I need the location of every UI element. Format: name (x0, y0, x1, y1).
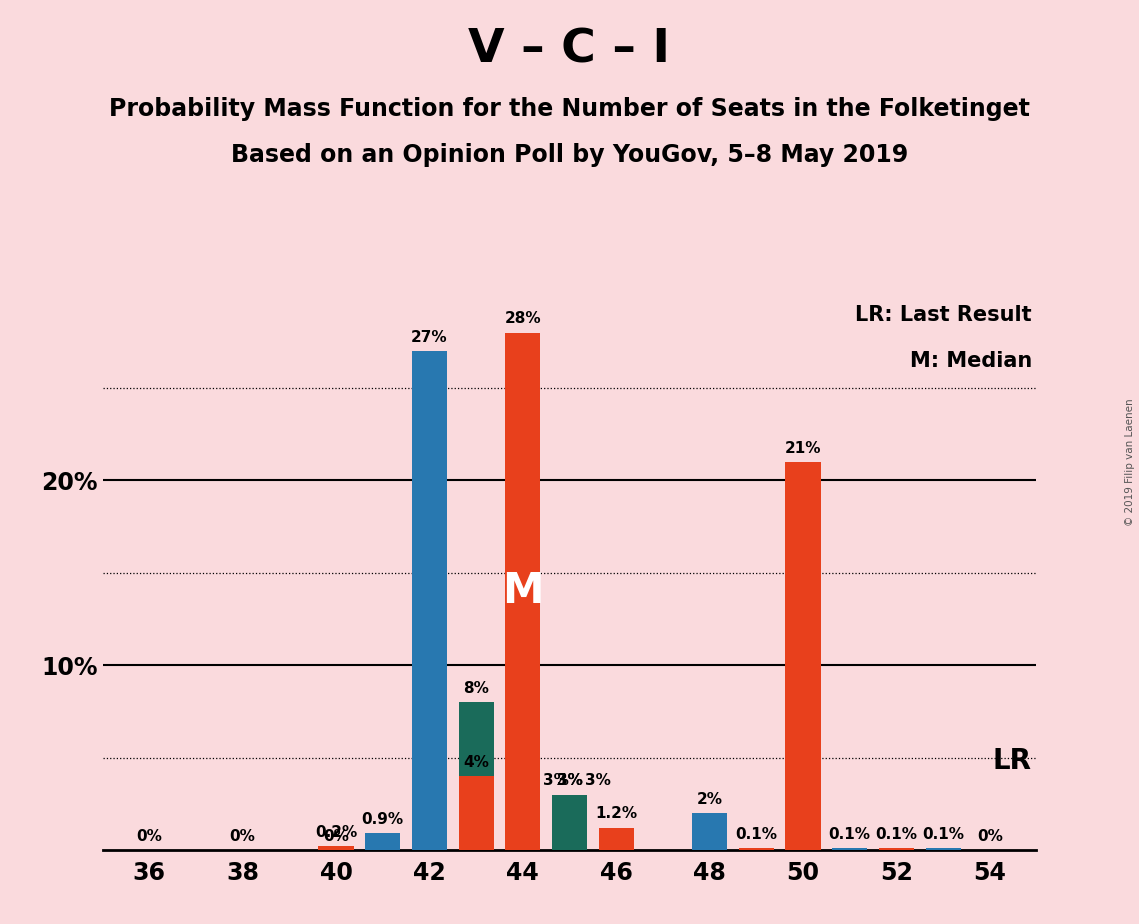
Bar (459, 776, 493, 850)
Bar (599, 828, 633, 850)
Text: M: M (502, 570, 543, 613)
Text: 0.9%: 0.9% (362, 812, 403, 827)
Text: Based on an Opinion Poll by YouGov, 5–8 May 2019: Based on an Opinion Poll by YouGov, 5–8 … (231, 143, 908, 167)
Text: 3%: 3% (557, 773, 582, 788)
Text: 0%: 0% (323, 829, 349, 844)
Text: 0%: 0% (230, 829, 255, 844)
Text: 3%: 3% (584, 773, 611, 788)
Bar (459, 795, 493, 850)
Text: M: Median: M: Median (910, 351, 1032, 371)
Bar (552, 795, 587, 850)
Text: 0%: 0% (137, 829, 162, 844)
Text: 0.1%: 0.1% (876, 827, 917, 842)
Text: V – C – I: V – C – I (468, 28, 671, 73)
Text: 4%: 4% (464, 755, 489, 770)
Text: 0.2%: 0.2% (314, 825, 358, 840)
Text: Probability Mass Function for the Number of Seats in the Folketinget: Probability Mass Function for the Number… (109, 97, 1030, 121)
Text: LR: Last Result: LR: Last Result (855, 305, 1032, 325)
Text: 27%: 27% (411, 330, 448, 345)
Text: LR: LR (993, 748, 1032, 775)
Text: 3%: 3% (542, 773, 568, 788)
Text: 0.1%: 0.1% (923, 827, 964, 842)
Bar (879, 848, 913, 850)
Bar (926, 848, 960, 850)
Bar (786, 462, 820, 850)
Bar (833, 848, 867, 850)
Text: 2%: 2% (697, 792, 722, 807)
Bar (693, 813, 727, 850)
Text: © 2019 Filip van Laenen: © 2019 Filip van Laenen (1125, 398, 1134, 526)
Bar (412, 351, 446, 850)
Text: 0%: 0% (977, 829, 1002, 844)
Bar (506, 333, 540, 850)
Bar (459, 702, 493, 850)
Text: 0.1%: 0.1% (829, 827, 870, 842)
Text: 21%: 21% (785, 441, 821, 456)
Bar (552, 795, 587, 850)
Text: 3%: 3% (557, 773, 582, 788)
Bar (319, 846, 353, 850)
Bar (366, 833, 400, 850)
Text: 8%: 8% (464, 681, 489, 696)
Text: 1.2%: 1.2% (596, 807, 637, 821)
Text: 28%: 28% (505, 311, 541, 326)
Bar (739, 848, 773, 850)
Text: 0.1%: 0.1% (736, 827, 777, 842)
